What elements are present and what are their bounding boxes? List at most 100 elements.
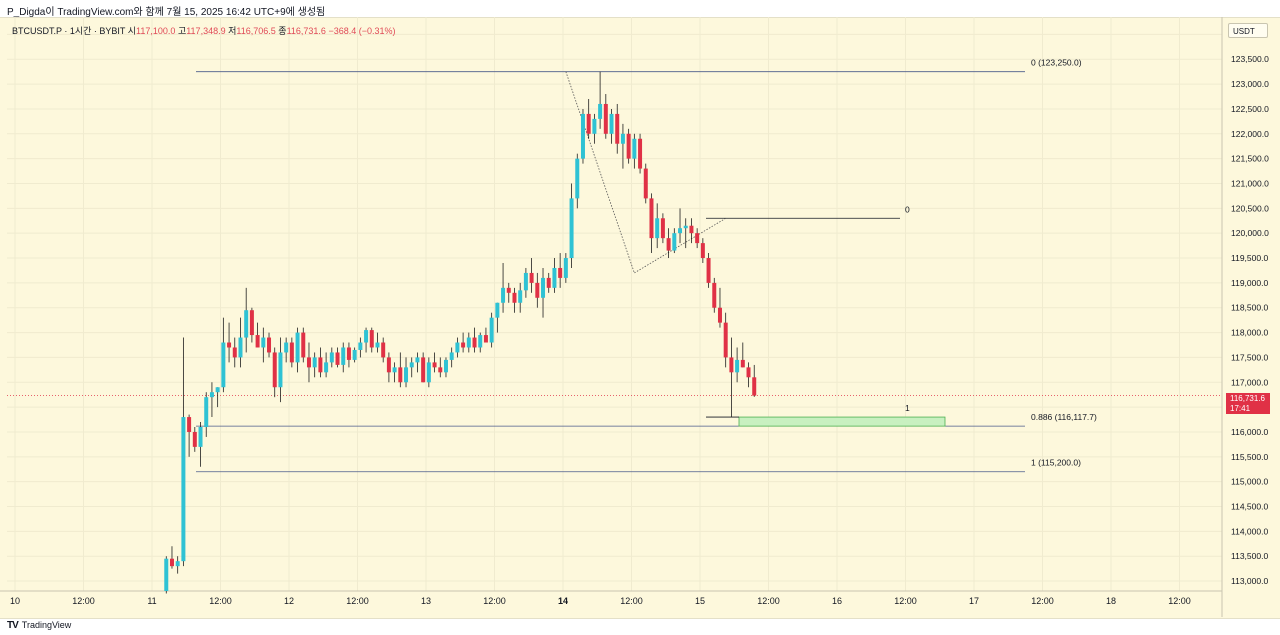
candle-down (546, 277, 551, 288)
y-tick-label: 122,500.0 (1231, 104, 1269, 114)
candle-up (409, 362, 414, 368)
y-tick-label: 122,000.0 (1231, 129, 1269, 139)
candle-down (586, 113, 591, 134)
last-price-label: 116,731.6 17:41 (1226, 393, 1270, 414)
x-tick-label: 10 (10, 596, 20, 606)
symbol-header: BTCUSDT.P · 1시간 · BYBIT 시117,100.0 고117,… (12, 24, 396, 37)
candle-down (346, 347, 351, 360)
projection-zone (738, 416, 946, 427)
x-tick-label: 18 (1106, 596, 1116, 606)
candle-down (318, 357, 323, 373)
candle-up (466, 337, 471, 348)
low-label: 저 (228, 26, 237, 36)
candle-up (358, 342, 363, 350)
y-tick-label: 118,000.0 (1231, 328, 1268, 338)
candle-down (386, 357, 391, 373)
candle-up (575, 158, 580, 199)
candle-up (261, 337, 266, 348)
candle-up (455, 342, 460, 353)
candle-down (506, 287, 511, 293)
candle-down (289, 342, 294, 363)
candle-up (204, 397, 209, 427)
candle-up (735, 359, 740, 373)
candle-down (255, 335, 260, 348)
candle-down (187, 417, 192, 432)
fib-label: 0.886 (116,117.7) (1031, 412, 1097, 422)
candle-up (244, 310, 249, 338)
candle-down (723, 322, 728, 358)
candle-down (649, 198, 654, 239)
candle-up (683, 225, 688, 229)
open-label: 시 (127, 26, 137, 36)
candle-down (249, 310, 254, 336)
x-tick-label: 15 (695, 596, 705, 606)
x-tick-label: 12:00 (483, 596, 506, 606)
candle-up (392, 367, 397, 373)
candle-up (324, 362, 329, 373)
x-tick-label: 12 (284, 596, 294, 606)
x-tick-label: 13 (421, 596, 431, 606)
candle-up (523, 272, 528, 291)
candle-up (552, 267, 557, 288)
y-tick-label: 120,500.0 (1231, 203, 1269, 213)
symbol-name: BTCUSDT.P · 1시간 · BYBIT (12, 26, 126, 36)
candle-down (472, 337, 477, 348)
candle-down (752, 377, 757, 396)
x-tick-label: 12:00 (72, 596, 95, 606)
candle-up (404, 367, 409, 383)
last-price-value: 116,731.6 (1230, 394, 1265, 403)
y-tick-label: 121,000.0 (1231, 178, 1269, 188)
x-tick-label: 12:00 (620, 596, 643, 606)
tradingview-logo-icon: TV (7, 619, 19, 631)
candle-up (341, 347, 346, 365)
candle-up (592, 118, 597, 134)
candle-up (609, 113, 614, 134)
candle-down (638, 138, 643, 169)
y-tick-label: 117,500.0 (1231, 352, 1268, 362)
candle-down (746, 367, 751, 378)
candle-down (369, 330, 374, 348)
candle-up (478, 335, 483, 348)
candle-up (580, 113, 585, 159)
candle-down (306, 357, 311, 368)
candle-down (512, 292, 517, 303)
close-value: 116,731.6 (286, 26, 326, 36)
candle-up (278, 352, 283, 388)
candle-up (495, 302, 500, 318)
candle-down (272, 352, 277, 388)
chart-frame[interactable] (0, 17, 1280, 619)
candle-down (695, 233, 700, 244)
candle-up (164, 558, 169, 591)
chart-caption: P_Digda이 TradingView.com와 함께 7월 15, 2025… (7, 7, 326, 18)
candle-down (421, 357, 426, 383)
candle-down (666, 238, 671, 251)
candle-up (563, 258, 568, 278)
x-tick-label: 14 (558, 596, 568, 606)
candle-up (375, 342, 380, 348)
footer-branding[interactable]: TV TradingView (7, 617, 71, 633)
y-tick-label: 115,500.0 (1231, 452, 1268, 462)
candle-down (301, 332, 306, 358)
fib-label: 1 (115,200.0) (1031, 458, 1081, 468)
candle-up (415, 357, 420, 363)
y-tick-label: 113,000.0 (1231, 576, 1268, 586)
candle-down (706, 258, 711, 283)
y-tick-label: 113,500.0 (1231, 551, 1268, 561)
candle-down (192, 431, 197, 447)
candlestick-chart[interactable]: 113,000.0 113,500.0 114,000.0 114,500.0 115,… (0, 17, 1280, 617)
close-label: 종 (278, 26, 287, 36)
candle-down (529, 272, 534, 283)
brand-name: TradingView (21, 620, 72, 630)
candle-up (284, 342, 289, 353)
zigzag-line (565, 71, 635, 274)
x-tick-label: 12:00 (209, 596, 232, 606)
candle-down (535, 282, 540, 298)
y-tick-label: 117,000.0 (1231, 377, 1268, 387)
candle-up (238, 337, 243, 358)
candle-down (398, 367, 403, 383)
x-tick-label: 12:00 (894, 596, 917, 606)
candle-down (381, 342, 386, 358)
y-tick-label: 121,500.0 (1231, 154, 1269, 164)
currency-selector[interactable]: USDT (1228, 23, 1268, 38)
candle-down (717, 307, 722, 323)
